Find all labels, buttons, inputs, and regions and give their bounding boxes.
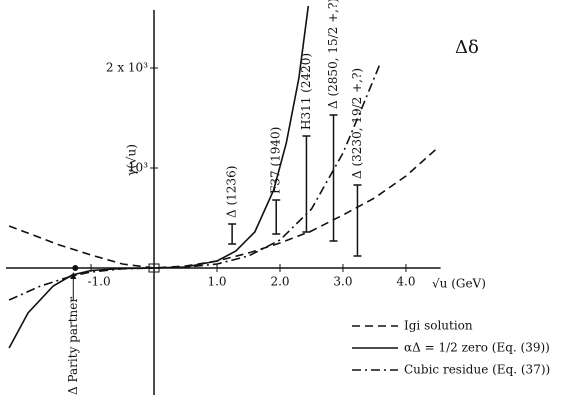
parity-point bbox=[72, 265, 79, 271]
x-tick-label: 2.0 bbox=[270, 275, 289, 289]
resonance-label: Δ (3230, 19/2 +,?) bbox=[350, 68, 364, 179]
resonance-label: Δ (2850, 15/2 +,?) bbox=[326, 0, 340, 109]
y-tick-label: 2 x 10³ bbox=[106, 61, 148, 75]
resonance-label: F37 (1940) bbox=[269, 127, 283, 194]
legend-label: Cubic residue (Eq. (37)) bbox=[404, 363, 550, 377]
y-axis-label: γ(√u) bbox=[125, 144, 139, 176]
y-tick-label: 10³ bbox=[128, 161, 148, 175]
legend-label: Igi solution bbox=[404, 319, 473, 333]
series-line bbox=[8, 61, 382, 301]
legend-label: αΔ = 1/2 zero (Eq. (39)) bbox=[404, 341, 550, 355]
series-line bbox=[8, 147, 439, 269]
series-line bbox=[8, 5, 310, 349]
corner-label: Δδ bbox=[455, 37, 479, 58]
resonance-label: Δ (1236) bbox=[225, 166, 239, 218]
x-axis-label: √u (GeV) bbox=[432, 277, 486, 291]
resonance-label: H311 (2420) bbox=[299, 53, 313, 130]
x-tick-label: 3.0 bbox=[333, 275, 352, 289]
parity-label: Δ Parity partner bbox=[66, 297, 80, 395]
x-tick-label: 1.0 bbox=[207, 275, 226, 289]
x-tick-label: 4.0 bbox=[396, 275, 415, 289]
parity-arrowhead bbox=[70, 272, 77, 279]
x-tick-label: -1.0 bbox=[87, 275, 110, 289]
